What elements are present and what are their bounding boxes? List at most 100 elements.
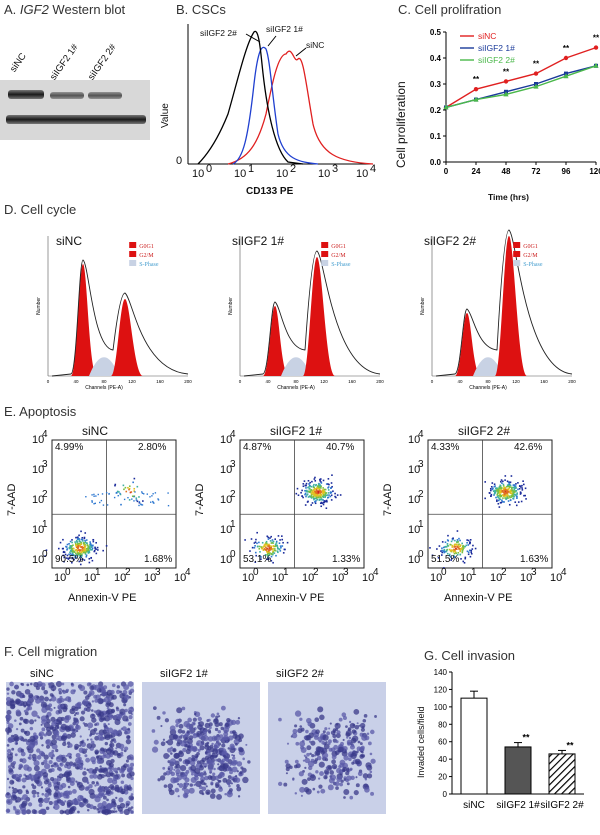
event-dot bbox=[276, 546, 279, 549]
event-dot bbox=[519, 491, 522, 493]
event-dot bbox=[457, 551, 460, 554]
event-dot bbox=[497, 489, 499, 492]
x-tick-label: 80 bbox=[101, 379, 107, 384]
event-dot bbox=[449, 556, 452, 558]
y-tick-label: 10 bbox=[32, 554, 45, 566]
event-dot bbox=[441, 549, 443, 552]
migrated-cell bbox=[162, 766, 166, 770]
event-dot bbox=[322, 494, 325, 497]
event-dot bbox=[467, 544, 470, 546]
event-dot bbox=[131, 498, 133, 500]
migrated-cell bbox=[105, 790, 111, 795]
migrated-cell bbox=[185, 737, 188, 740]
event-dot bbox=[78, 538, 81, 540]
legend-label: G0G1 bbox=[139, 244, 154, 250]
migrated-cell bbox=[370, 758, 376, 764]
migrated-cell bbox=[176, 742, 181, 747]
event-dot bbox=[143, 493, 145, 495]
event-dot bbox=[255, 554, 258, 557]
migrated-cell bbox=[130, 772, 134, 776]
migration-images bbox=[5, 680, 386, 816]
migrated-cell bbox=[294, 724, 298, 728]
quadrant-ur-percent: 2.80% bbox=[138, 442, 167, 453]
event-dot bbox=[68, 543, 70, 545]
g2m-peak bbox=[303, 257, 335, 376]
event-dot bbox=[260, 556, 262, 558]
event-dot bbox=[451, 549, 453, 552]
migrated-cell bbox=[5, 808, 11, 814]
migrated-cell bbox=[119, 690, 123, 694]
event-dot bbox=[279, 550, 282, 552]
event-dot bbox=[82, 546, 85, 549]
event-dot bbox=[484, 481, 487, 483]
event-dot bbox=[318, 486, 321, 488]
event-dot bbox=[258, 547, 261, 550]
x-tick-label: 10 bbox=[242, 572, 255, 584]
event-dot bbox=[459, 550, 462, 553]
event-dot bbox=[438, 545, 441, 547]
event-dot bbox=[94, 546, 96, 549]
event-dot bbox=[448, 553, 451, 556]
migrated-cell bbox=[204, 775, 209, 781]
y-tick-label: 10 bbox=[220, 434, 233, 446]
event-dot bbox=[80, 543, 83, 546]
event-dot bbox=[456, 539, 459, 541]
event-dot bbox=[300, 491, 302, 494]
event-dot bbox=[282, 552, 285, 554]
event-dot bbox=[95, 495, 97, 497]
migrated-cell bbox=[21, 777, 27, 783]
event-dot bbox=[519, 486, 522, 488]
g2m-peak bbox=[495, 236, 527, 376]
event-dot bbox=[456, 530, 459, 532]
x-tick-label: 10 bbox=[174, 572, 187, 584]
migrated-cell bbox=[28, 693, 34, 699]
event-dot bbox=[311, 502, 314, 504]
migrated-cell bbox=[357, 771, 363, 777]
x-tick-label: 10 bbox=[520, 572, 533, 584]
event-dot bbox=[322, 487, 324, 489]
migrated-cell bbox=[151, 729, 156, 733]
migrated-cell bbox=[363, 714, 368, 718]
migrated-cell bbox=[6, 777, 10, 781]
migrated-cell bbox=[225, 740, 229, 744]
migrated-cell bbox=[236, 786, 242, 792]
event-dot bbox=[315, 497, 318, 499]
migrated-cell bbox=[301, 778, 308, 785]
migrated-cell bbox=[324, 758, 329, 762]
event-dot bbox=[491, 482, 494, 484]
migrated-cell bbox=[289, 765, 293, 770]
migrated-cell bbox=[183, 782, 189, 788]
event-dot bbox=[307, 479, 310, 482]
event-dot bbox=[316, 490, 319, 492]
event-dot bbox=[114, 483, 117, 486]
migrated-cell bbox=[65, 761, 70, 766]
migrated-cell bbox=[73, 717, 79, 723]
x-tick-label: 40 bbox=[457, 379, 463, 384]
migrated-cell bbox=[123, 808, 130, 816]
event-dot bbox=[461, 551, 464, 554]
migrated-cell bbox=[69, 777, 76, 783]
event-dot bbox=[503, 488, 505, 490]
event-dot bbox=[510, 496, 513, 498]
migrated-cell bbox=[317, 706, 324, 713]
migrated-cell bbox=[92, 774, 98, 779]
event-dot bbox=[262, 549, 265, 551]
event-dot bbox=[467, 539, 470, 542]
migrated-cell bbox=[66, 799, 73, 807]
migrated-cell bbox=[227, 747, 231, 750]
event-dot bbox=[128, 485, 131, 488]
event-dot bbox=[72, 547, 74, 550]
event-dot bbox=[490, 493, 493, 496]
cell-cycle-trace bbox=[51, 259, 189, 377]
migrated-cell bbox=[26, 699, 31, 704]
panel-a-suffix: Western blot bbox=[48, 2, 126, 17]
apoptosis-label: siNC bbox=[82, 424, 108, 438]
event-dot bbox=[88, 557, 91, 560]
migrated-cell bbox=[295, 741, 300, 746]
migrated-cell bbox=[108, 734, 113, 739]
cell-cycle-label: siIGF2 1# bbox=[232, 234, 285, 248]
event-dot bbox=[521, 487, 523, 489]
y-tick-label: 10 bbox=[408, 494, 421, 506]
event-dot bbox=[286, 541, 289, 544]
event-dot bbox=[508, 503, 511, 506]
